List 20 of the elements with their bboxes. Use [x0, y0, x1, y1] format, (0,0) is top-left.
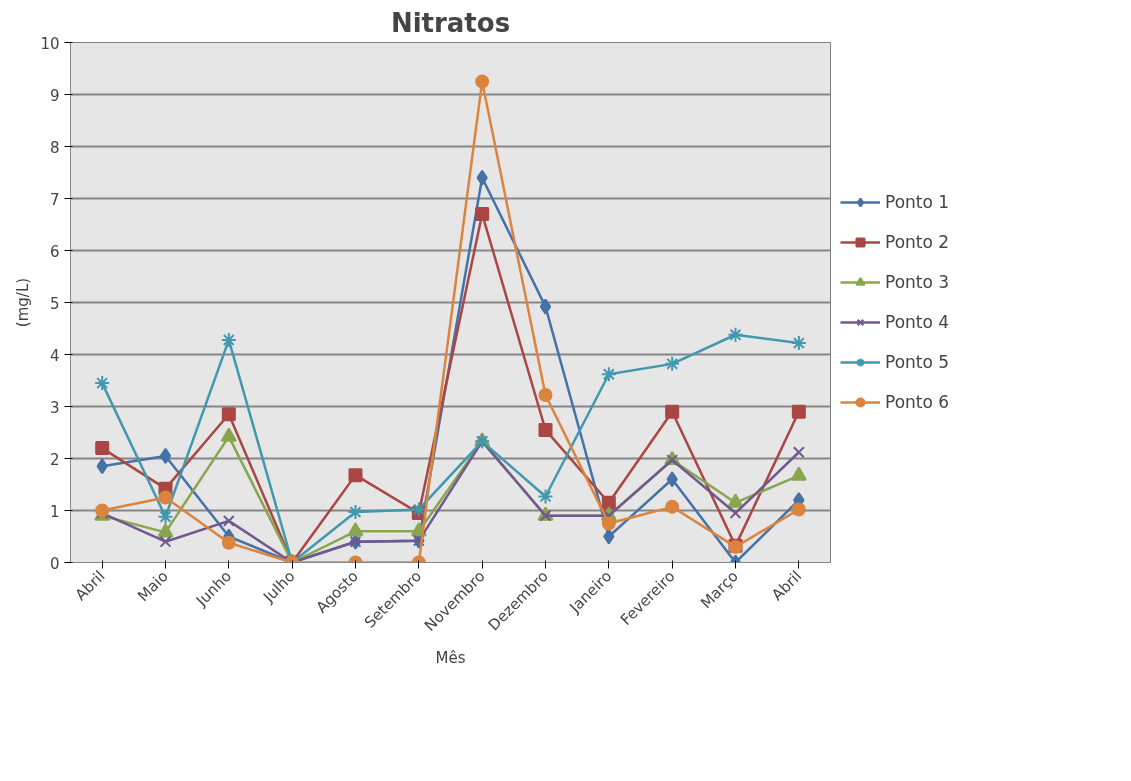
y-tick-label: 8 — [49, 138, 60, 157]
y-tick-label: 4 — [49, 346, 60, 365]
legend-label: Ponto 2 — [885, 232, 950, 252]
legend-label: Ponto 1 — [885, 192, 950, 212]
y-tick-label: 6 — [49, 242, 60, 261]
legend-label: Ponto 4 — [885, 312, 950, 332]
x-axis-title: Mês — [435, 649, 466, 668]
y-axis-title: (mg/L) — [14, 277, 33, 328]
legend-label: Ponto 6 — [885, 392, 950, 412]
chart-title: Nitratos — [390, 7, 511, 38]
legend-label: Ponto 5 — [885, 352, 950, 372]
y-tick-label: 1 — [49, 502, 60, 521]
y-tick-label: 7 — [49, 190, 60, 209]
y-tick-label: 5 — [49, 294, 60, 313]
y-tick-label: 2 — [49, 450, 60, 469]
y-tick-label: 0 — [49, 554, 60, 573]
legend-label: Ponto 3 — [885, 272, 950, 292]
y-tick-label: 10 — [40, 34, 60, 53]
y-tick-label: 3 — [49, 398, 60, 417]
y-tick-label: 9 — [49, 86, 60, 105]
